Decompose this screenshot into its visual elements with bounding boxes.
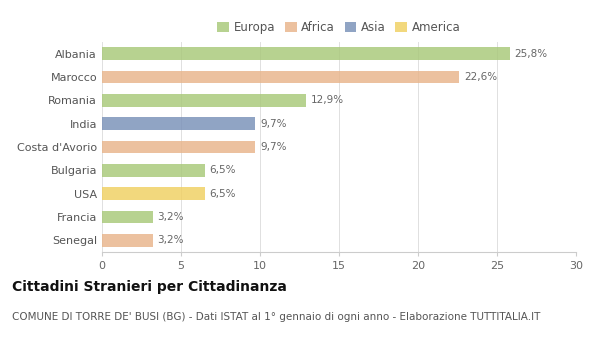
Bar xyxy=(102,47,509,60)
Text: COMUNE DI TORRE DE' BUSI (BG) - Dati ISTAT al 1° gennaio di ogni anno - Elaboraz: COMUNE DI TORRE DE' BUSI (BG) - Dati IST… xyxy=(12,312,541,322)
Text: 3,2%: 3,2% xyxy=(157,212,184,222)
Text: Cittadini Stranieri per Cittadinanza: Cittadini Stranieri per Cittadinanza xyxy=(12,280,287,294)
Text: 22,6%: 22,6% xyxy=(464,72,497,82)
Text: 12,9%: 12,9% xyxy=(311,95,344,105)
Text: 6,5%: 6,5% xyxy=(209,165,236,175)
Bar xyxy=(102,71,459,83)
Text: 9,7%: 9,7% xyxy=(260,119,287,129)
Bar xyxy=(102,164,205,177)
Text: 9,7%: 9,7% xyxy=(260,142,287,152)
Text: 6,5%: 6,5% xyxy=(209,189,236,199)
Bar xyxy=(102,117,255,130)
Bar xyxy=(102,187,205,200)
Bar xyxy=(102,94,306,107)
Legend: Europa, Africa, Asia, America: Europa, Africa, Asia, America xyxy=(212,16,466,39)
Bar xyxy=(102,141,255,153)
Bar xyxy=(102,234,152,247)
Text: 3,2%: 3,2% xyxy=(157,235,184,245)
Text: 25,8%: 25,8% xyxy=(514,49,548,59)
Bar xyxy=(102,211,152,223)
